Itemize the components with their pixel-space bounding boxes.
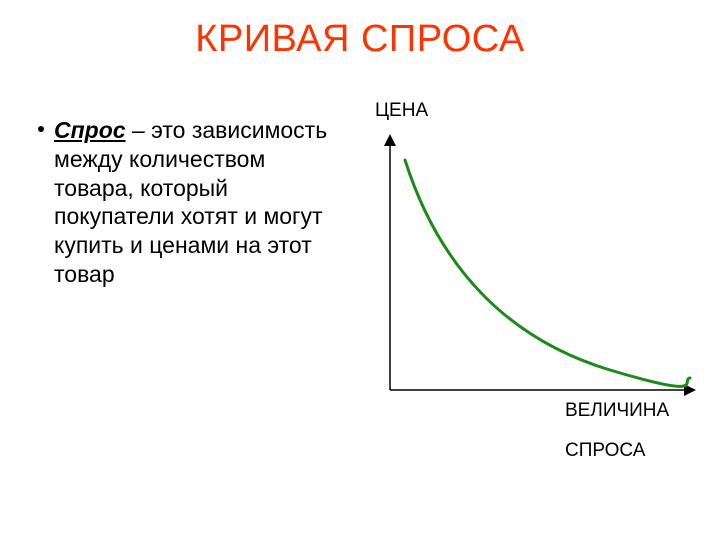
slide: КРИВАЯ СПРОСА Спрос – это зависимость ме… bbox=[0, 0, 720, 540]
demand-curve bbox=[405, 160, 690, 386]
definition-text: Спрос – это зависимость между количество… bbox=[54, 116, 338, 289]
y-axis-arrow-icon bbox=[384, 134, 396, 146]
x-axis-label-line1: ВЕЛИЧИНА bbox=[565, 400, 669, 422]
definition-term: Спрос bbox=[54, 117, 126, 143]
definition-block: Спрос – это зависимость между количество… bbox=[38, 116, 338, 289]
demand-chart bbox=[360, 130, 700, 410]
y-axis-label: ЦЕНА bbox=[375, 100, 428, 122]
bullet-item: Спрос – это зависимость между количество… bbox=[38, 116, 338, 289]
chart-svg bbox=[360, 130, 700, 410]
bullet-dot-icon bbox=[38, 126, 44, 132]
slide-title: КРИВАЯ СПРОСА bbox=[0, 18, 720, 61]
x-axis-label-line2: СПРОСА bbox=[565, 440, 645, 462]
